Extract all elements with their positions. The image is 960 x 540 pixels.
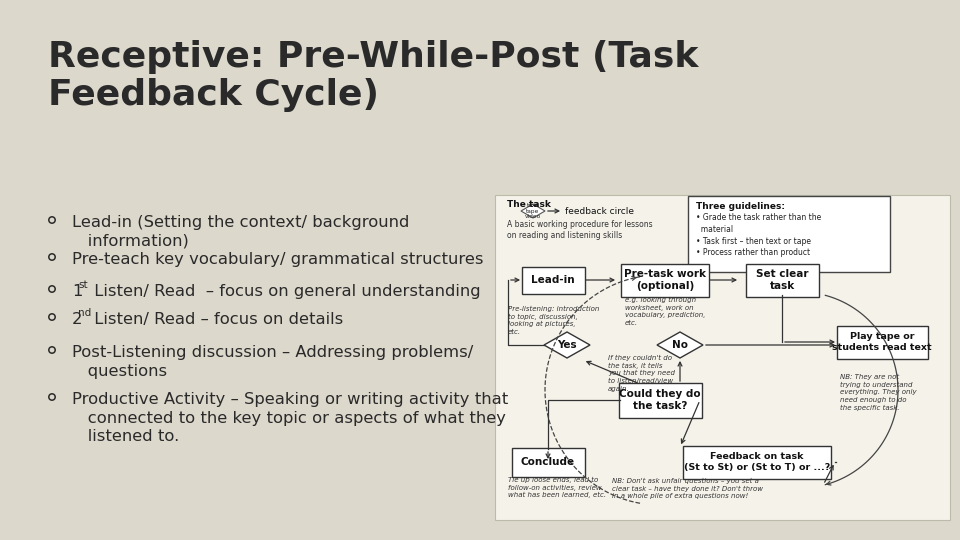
- Text: Post-Listening discussion – Addressing problems/
   questions: Post-Listening discussion – Addressing p…: [72, 345, 473, 379]
- Text: Feedback on task
(St to St) or (St to T) or ...?: Feedback on task (St to St) or (St to T)…: [684, 453, 830, 472]
- Text: feedback circle: feedback circle: [565, 206, 634, 215]
- Text: A basic working procedure for lessons
on reading and listening skills: A basic working procedure for lessons on…: [507, 220, 653, 240]
- Text: Pre-teach key vocabulary/ grammatical structures: Pre-teach key vocabulary/ grammatical st…: [72, 252, 484, 267]
- Text: text
tape
video: text tape video: [525, 203, 541, 219]
- Text: e.g. looking through
worksheet, work on
vocabulary, prediction,
etc.: e.g. looking through worksheet, work on …: [625, 297, 706, 326]
- Text: 2: 2: [72, 312, 83, 327]
- Polygon shape: [544, 332, 590, 358]
- Text: Lead-in (Setting the context/ background
   information): Lead-in (Setting the context/ background…: [72, 215, 409, 248]
- Text: Lead-in: Lead-in: [531, 275, 575, 285]
- Text: Yes: Yes: [557, 340, 577, 350]
- FancyBboxPatch shape: [683, 446, 831, 478]
- FancyBboxPatch shape: [836, 326, 927, 359]
- Text: Receptive: Pre-While-Post (Task
Feedback Cycle): Receptive: Pre-While-Post (Task Feedback…: [48, 40, 698, 112]
- FancyBboxPatch shape: [521, 267, 585, 294]
- Text: If they couldn't do
the task, it tells
you that they need
to listen/read/view
ag: If they couldn't do the task, it tells y…: [608, 355, 675, 392]
- Text: Productive Activity – Speaking or writing activity that
   connected to the key : Productive Activity – Speaking or writin…: [72, 392, 508, 444]
- Text: NB: They are not
trying to understand
everything. They only
need enough to do
th: NB: They are not trying to understand ev…: [840, 374, 917, 411]
- Text: • Grade the task rather than the
  material
• Task first – then text or tape
• P: • Grade the task rather than the materia…: [696, 213, 821, 258]
- Text: Could they do
the task?: Could they do the task?: [619, 389, 701, 411]
- Text: Pre-task work
(optional): Pre-task work (optional): [624, 269, 706, 291]
- Text: Conclude: Conclude: [521, 457, 575, 467]
- FancyBboxPatch shape: [512, 448, 585, 476]
- FancyBboxPatch shape: [746, 264, 819, 296]
- FancyBboxPatch shape: [618, 382, 702, 417]
- Text: nd: nd: [79, 308, 92, 318]
- Text: Set clear
task: Set clear task: [756, 269, 808, 291]
- Text: Three guidelines:: Three guidelines:: [696, 202, 785, 211]
- Text: Play tape or
students read text: Play tape or students read text: [832, 332, 932, 352]
- FancyBboxPatch shape: [621, 264, 709, 296]
- Text: No: No: [672, 340, 688, 350]
- Polygon shape: [657, 332, 703, 358]
- Text: The task: The task: [507, 200, 551, 209]
- Text: st: st: [79, 280, 88, 290]
- FancyBboxPatch shape: [688, 196, 890, 272]
- Text: 1: 1: [72, 284, 83, 299]
- Text: Listen/ Read – focus on details: Listen/ Read – focus on details: [89, 312, 344, 327]
- Text: NB: Don't ask unfair questions – you set a
clear task – have they done it? Don't: NB: Don't ask unfair questions – you set…: [612, 478, 763, 500]
- Text: Tie up loose ends, lead to
follow-on activities, review
what has been learned, e: Tie up loose ends, lead to follow-on act…: [508, 477, 606, 498]
- Text: Pre-listening: introduction
to topic, discussion,
looking at pictures,
etc.: Pre-listening: introduction to topic, di…: [508, 306, 599, 335]
- Polygon shape: [521, 204, 545, 218]
- Text: Listen/ Read  – focus on general understanding: Listen/ Read – focus on general understa…: [89, 284, 481, 299]
- FancyBboxPatch shape: [495, 195, 950, 520]
